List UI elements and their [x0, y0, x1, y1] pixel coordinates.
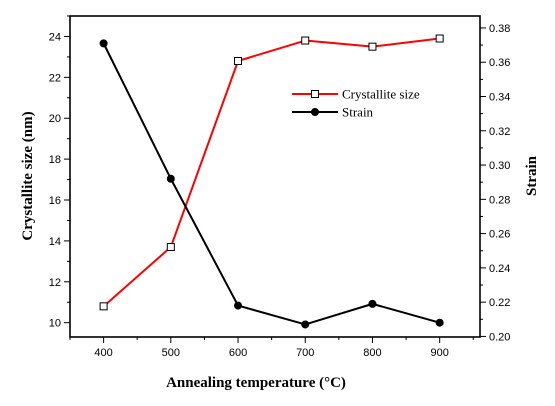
y-right-tick-label: 0.32	[489, 126, 510, 138]
y-right-tick-label: 0.36	[489, 57, 510, 69]
y-right-tick-label: 0.20	[489, 331, 510, 343]
x-tick-label: 400	[94, 347, 112, 359]
legend-label-strain: Strain	[342, 105, 374, 120]
x-tick-label: 800	[363, 347, 381, 359]
data-point-strain	[166, 174, 175, 183]
series-layer	[99, 34, 444, 329]
data-point-strain	[435, 318, 444, 327]
y-left-tick-label: 22	[49, 72, 61, 84]
y-left-tick-label: 16	[49, 195, 61, 207]
y-left-tick-label: 12	[49, 277, 61, 289]
y-axis-left-title: Crystallite size (nm)	[20, 111, 36, 240]
legend: Crystallite size Strain	[292, 87, 420, 120]
y-right-tick-label: 0.28	[489, 194, 510, 206]
data-point-crystallite-size	[435, 34, 444, 43]
y-left-tick-label: 24	[49, 31, 61, 43]
x-tick-label: 600	[229, 347, 247, 359]
y-right-tick-label: 0.22	[489, 297, 510, 309]
y-left-tick-label: 10	[49, 318, 61, 330]
data-point-strain	[234, 301, 243, 310]
data-point-crystallite-size	[368, 42, 377, 51]
data-point-crystallite-size	[234, 56, 243, 65]
legend-marker-strain	[311, 108, 319, 116]
y-left-tick-label: 20	[49, 113, 61, 125]
x-axis: 400 500 600 700 800 900	[69, 337, 474, 359]
y-right-tick-label: 0.30	[489, 160, 510, 172]
data-point-strain	[301, 320, 310, 329]
y-right-tick-label: 0.26	[489, 229, 510, 241]
legend-marker-crystallite-size	[311, 90, 319, 98]
legend-label-crystallite-size: Crystallite size	[342, 87, 420, 102]
y-axis-left: 10 12 14 16 18 20 22 24	[49, 15, 70, 330]
y-axis-right-title: Strain	[524, 155, 540, 196]
x-tick-label: 500	[162, 347, 180, 359]
y-left-tick-label: 18	[49, 154, 61, 166]
series-line-crystallite-size	[102, 37, 440, 308]
y-right-tick-label: 0.24	[489, 263, 510, 275]
plot-frame	[69, 15, 481, 338]
y-axis-right: 0.20 0.22 0.24 0.26 0.28 0.30 0.32 0.34 0.36 0.38	[480, 23, 510, 343]
x-tick-label: 700	[296, 347, 314, 359]
series-line-strain	[102, 42, 440, 326]
data-point-crystallite-size	[166, 243, 175, 252]
data-point-crystallite-size	[99, 302, 108, 311]
x-axis-title: Annealing temperature (°C)	[166, 375, 346, 391]
y-right-tick-label: 0.38	[489, 23, 510, 35]
data-point-strain	[368, 299, 377, 308]
y-right-tick-label: 0.34	[489, 91, 510, 103]
y-left-tick-label: 14	[49, 236, 61, 248]
x-tick-label: 900	[430, 347, 448, 359]
data-point-strain	[99, 39, 108, 48]
data-point-crystallite-size	[301, 36, 310, 45]
